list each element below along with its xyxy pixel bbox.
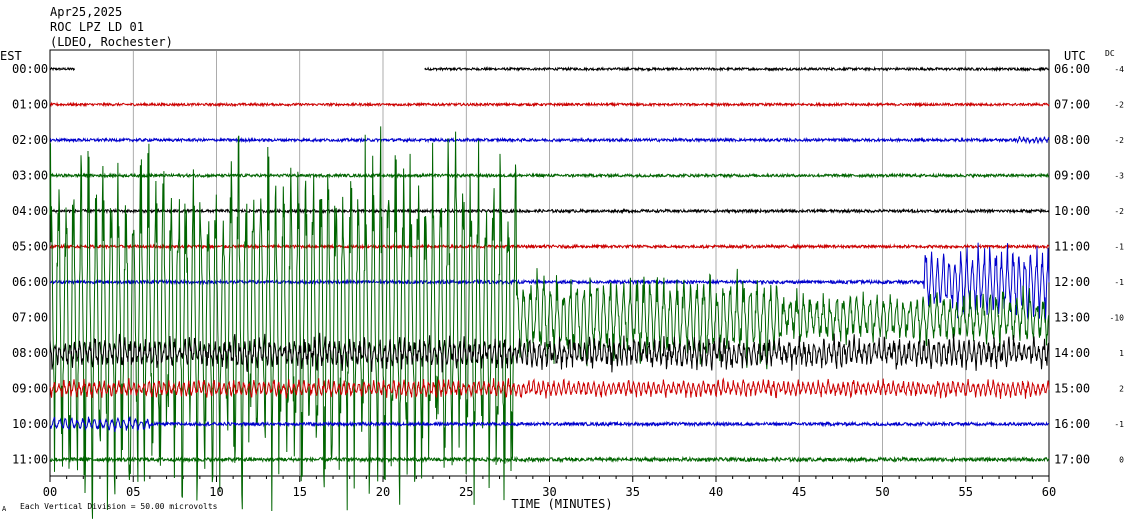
x-tick-label: 10 [209,485,223,499]
trace-row-01 [49,101,1050,108]
dc-offset-label: -3 [1114,172,1124,181]
x-tick-label: 15 [293,485,307,499]
right-axis-label: UTC [1064,49,1086,63]
footer-note: Each Vertical Division = 50.00 microvolt… [20,502,218,511]
utc-hour-label: 07:00 [1054,98,1090,112]
trace-row-03 [49,172,1050,179]
trace-row-00 [49,66,1050,73]
est-hour-label: 07:00 [12,311,48,325]
dc-offset-label: -2 [1114,136,1124,145]
left-axis-label: EST [0,49,22,63]
dc-label: DC [1105,49,1115,58]
utc-hour-label: 08:00 [1054,133,1090,147]
chart-title-line-2: ROC LPZ LD 01 [50,20,144,34]
trace-row-02 [49,136,1050,145]
utc-hour-label: 13:00 [1054,311,1090,325]
utc-labels: 06:00 07:00 08:00 09:00 10:00 11:00 12:00 13:00… [1054,62,1090,467]
utc-hour-label: 11:00 [1054,240,1090,254]
dc-offset-label: 0 [1119,456,1124,465]
utc-hour-label: 17:00 [1054,453,1090,467]
dc-offset-label: -4 [1114,65,1124,74]
trace-row-07 [49,126,1050,519]
est-hour-label: 04:00 [12,204,48,218]
dc-offset-label: -10 [1110,314,1125,323]
dc-offset-label: -1 [1114,243,1124,252]
trace-row-06 [49,242,1050,322]
est-hour-label: 05:00 [12,240,48,254]
x-tick-label: 25 [459,485,473,499]
x-axis-label: TIME (MINUTES) [511,497,612,511]
dc-offset-label: -2 [1114,207,1124,216]
x-tick-labels: 00 05 10 15 20 25 30 35 40 45 50 55 60 [43,485,1056,499]
est-hour-label: 09:00 [12,382,48,396]
dc-offset-label: -1 [1114,278,1124,287]
x-tick-label: 40 [709,485,723,499]
est-hour-label: 01:00 [12,98,48,112]
dc-offset-label: -2 [1114,101,1124,110]
plot-grid [49,49,1050,482]
x-tick-label: 35 [626,485,640,499]
x-tick-label: 30 [542,485,556,499]
trace-row-09 [49,377,1050,399]
utc-hour-label: 16:00 [1054,417,1090,431]
trace-layer [49,66,1050,519]
x-tick-label: 05 [126,485,140,499]
x-tick-label: 00 [43,485,57,499]
est-hour-label: 11:00 [12,453,48,467]
dc-offset-label: 2 [1119,385,1124,394]
chart-title-line-1: Apr25,2025 [50,5,122,19]
utc-hour-label: 09:00 [1054,169,1090,183]
utc-hour-label: 06:00 [1054,62,1090,76]
utc-hour-label: 14:00 [1054,346,1090,360]
est-hour-label: 00:00 [12,62,48,76]
chart-title-line-3: (LDEO, Rochester) [50,35,173,49]
x-tick-label: 60 [1042,485,1056,499]
utc-hour-label: 10:00 [1054,204,1090,218]
x-tick-label: 20 [376,485,390,499]
trace-row-11 [49,455,1050,464]
est-labels: 00:00 01:00 02:00 03:00 04:00 05:00 06:00 07:00… [12,62,48,467]
est-hour-label: 06:00 [12,275,48,289]
utc-hour-label: 12:00 [1054,275,1090,289]
x-tick-label: 45 [792,485,806,499]
trace-row-10 [49,416,1050,433]
dc-offset-label: 1 [1119,349,1124,358]
footer-mark: A [2,505,7,513]
dc-offset-label: -1 [1114,420,1124,429]
est-hour-label: 10:00 [12,417,48,431]
utc-hour-label: 15:00 [1054,382,1090,396]
x-tick-label: 50 [875,485,889,499]
x-tick-label: 55 [959,485,973,499]
est-hour-label: 03:00 [12,169,48,183]
est-hour-label: 02:00 [12,133,48,147]
est-hour-label: 08:00 [12,346,48,360]
trace-row-08 [49,332,1050,373]
